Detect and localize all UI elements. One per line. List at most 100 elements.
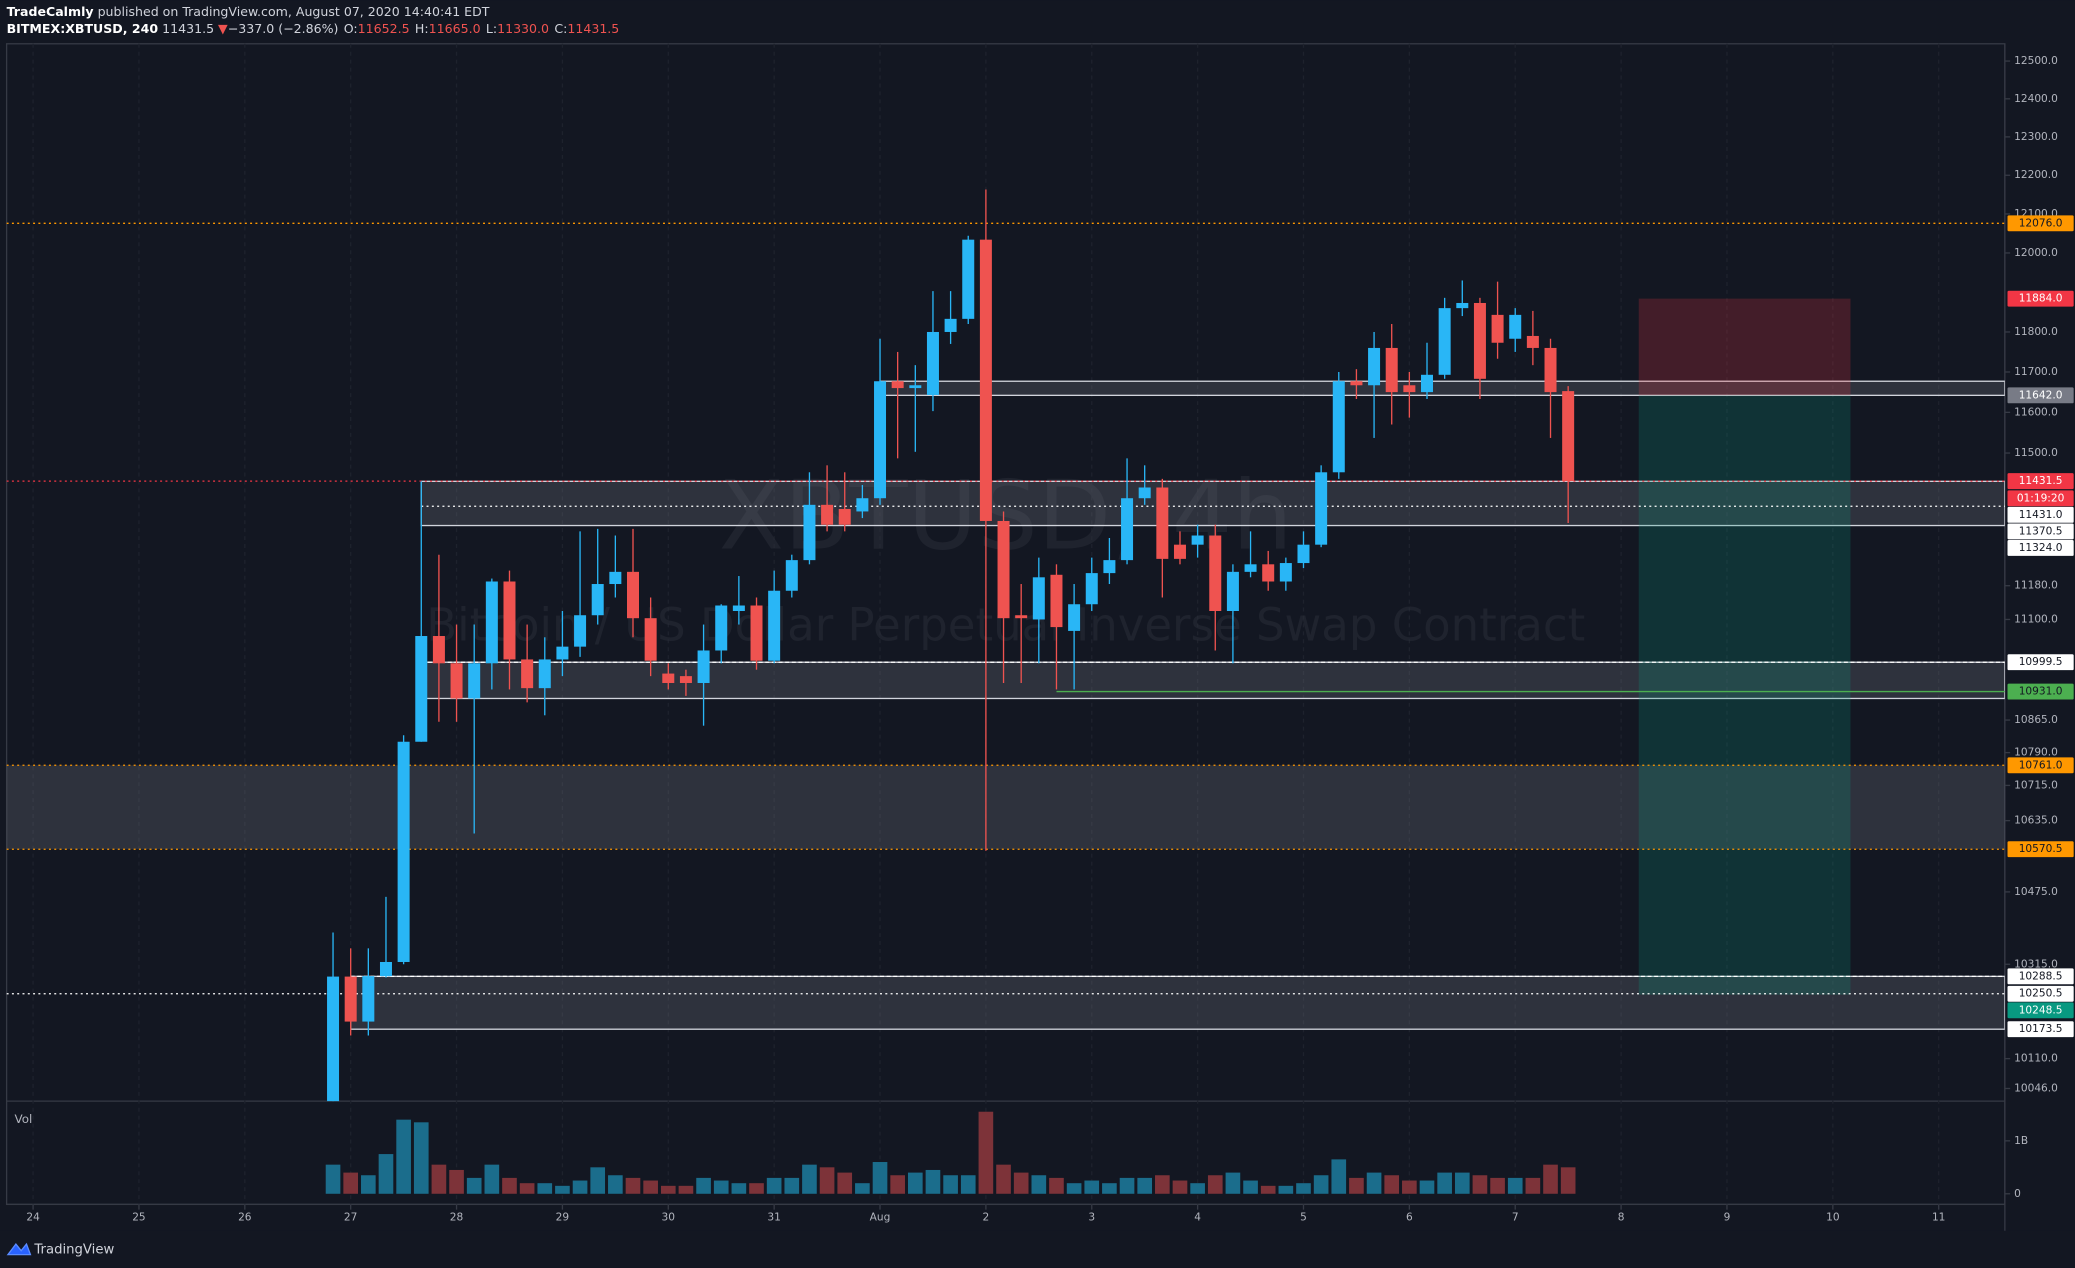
volume-bar	[996, 1164, 1011, 1194]
candle-body	[1226, 571, 1239, 612]
price-badge-text: 10999.5	[2019, 656, 2063, 668]
price-badge-bg	[2007, 1021, 2074, 1038]
candle-body	[485, 581, 498, 664]
candle-body	[1509, 314, 1522, 339]
y-tick-label: 10715.0	[2014, 779, 2058, 791]
candle-body	[1032, 577, 1045, 620]
footer	[0, 1230, 2075, 1268]
volume-bar	[449, 1169, 464, 1194]
candle-body	[644, 618, 657, 661]
candle-body	[397, 741, 410, 962]
price-badge-bg	[2007, 1002, 2074, 1019]
stop-area	[1638, 298, 1851, 396]
y-tick-label: 12200.0	[2014, 169, 2058, 181]
price-badge-text: 11370.5	[2019, 525, 2063, 537]
volume-bar	[713, 1180, 729, 1194]
logo-icon	[6, 1242, 32, 1256]
candle-body	[1491, 314, 1504, 343]
volume-bar	[572, 1180, 588, 1194]
volume-bar	[1278, 1185, 1294, 1194]
x-tick-label: 5	[1300, 1212, 1307, 1224]
x-tick-label: 26	[238, 1212, 252, 1224]
volume-bar	[784, 1177, 800, 1194]
candle-body	[379, 961, 392, 977]
y-tick-label: 10635.0	[2014, 815, 2058, 827]
candle-body	[662, 673, 675, 683]
candle-body	[697, 650, 710, 683]
volume-bar	[643, 1180, 658, 1194]
candle-body	[609, 571, 622, 585]
volume-bar	[1243, 1180, 1258, 1194]
volume-bar	[590, 1167, 606, 1194]
candle-body	[1050, 574, 1063, 628]
candle-body	[768, 590, 781, 661]
volume-bar	[1102, 1183, 1117, 1194]
candle-body	[997, 520, 1010, 619]
y-tick-label: 11180.0	[2014, 580, 2058, 592]
volume-bar	[819, 1167, 835, 1194]
candle-body	[874, 381, 887, 499]
published: published on TradingView.com, August 07,…	[98, 4, 490, 19]
ohlc-label: C:	[554, 21, 567, 36]
price-badge-text: 10173.5	[2019, 1023, 2063, 1035]
candle-body	[1103, 560, 1116, 574]
volume-bar	[1225, 1172, 1241, 1194]
y-tick-label: 10315.0	[2014, 958, 2058, 970]
volume-bar	[1331, 1159, 1347, 1194]
volume-bar	[1119, 1177, 1135, 1194]
volume-tick-label: 0	[2014, 1188, 2021, 1200]
last-price: 11431.5	[162, 21, 214, 36]
y-tick-label: 12400.0	[2014, 93, 2058, 105]
volume-bars	[325, 1111, 1576, 1194]
x-tick-label: 24	[26, 1212, 40, 1224]
candle-body	[821, 504, 834, 525]
candle-body	[432, 636, 445, 664]
candle-body	[1279, 563, 1292, 582]
price-badge: 11370.5	[2007, 523, 2074, 540]
volume-bar	[1490, 1177, 1505, 1194]
candle-body	[503, 581, 516, 660]
price-badge-bg	[2007, 290, 2074, 307]
x-tick-label: 29	[556, 1212, 569, 1224]
y-tick-label: 12500.0	[2014, 55, 2058, 67]
candle-body	[626, 571, 639, 619]
candle-body	[1191, 535, 1204, 545]
price-badge-bg	[2007, 683, 2074, 700]
volume-bar	[1472, 1175, 1488, 1194]
price-badge-bg	[2007, 387, 2074, 404]
header-line-1: TradeCalmly published on TradingView.com…	[7, 4, 490, 19]
arrow: ▼	[218, 21, 228, 36]
price-badge-bg	[2007, 654, 2074, 671]
y-tick-label: 12000.0	[2014, 247, 2058, 259]
y-tick-label: 11800.0	[2014, 326, 2058, 338]
x-tick-label: 30	[662, 1212, 676, 1224]
volume-bar	[1543, 1164, 1558, 1194]
volume-bar	[502, 1177, 517, 1194]
volume-bar	[1084, 1180, 1100, 1194]
candle-body	[521, 659, 534, 689]
price-badge-text: 10931.0	[2019, 686, 2063, 698]
candle-body	[803, 504, 816, 561]
price-badge-bg	[2007, 215, 2074, 232]
zone	[420, 480, 2005, 527]
volume-bar	[378, 1154, 394, 1194]
change: −337.0 (−2.86%)	[228, 21, 339, 36]
level-lines	[6, 222, 2005, 995]
candle-body	[327, 976, 340, 1102]
volume-bar	[1172, 1180, 1188, 1194]
volume-bar	[325, 1164, 341, 1194]
countdown-badge-text: 01:19:20	[2017, 492, 2065, 504]
volume-bar	[1296, 1183, 1311, 1194]
candle-body	[1403, 385, 1416, 393]
volume-bar	[537, 1183, 553, 1194]
candles	[327, 189, 1575, 1102]
candle-body	[715, 605, 728, 651]
x-tick-label: 3	[1088, 1212, 1095, 1224]
volume-bar	[1066, 1183, 1082, 1194]
volume-bar	[1384, 1175, 1400, 1194]
volume-bar	[749, 1183, 764, 1194]
candle-body	[1368, 347, 1381, 386]
x-tick-label: 9	[1724, 1212, 1731, 1224]
price-badge-bg	[2007, 757, 2074, 774]
